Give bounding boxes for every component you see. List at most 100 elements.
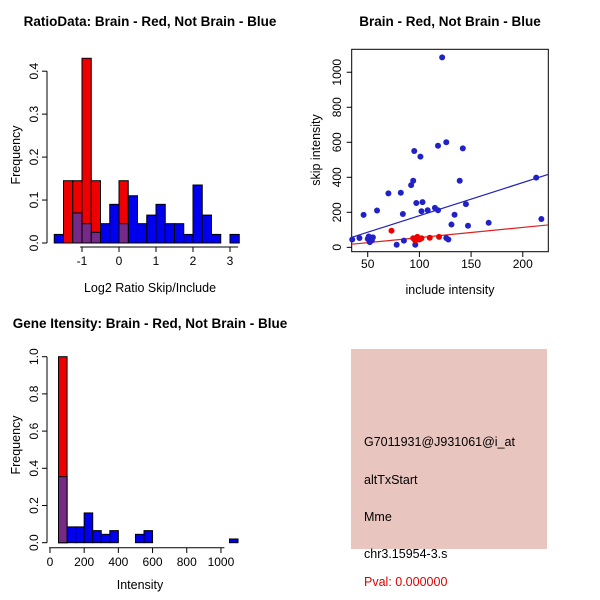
histogram-bar xyxy=(229,233,240,244)
scatter-point xyxy=(413,200,420,207)
x-tick-label: 150 xyxy=(461,257,481,271)
y-tick-label: 1000 xyxy=(330,59,344,86)
scatter-point xyxy=(411,148,418,155)
histogram-bar xyxy=(127,195,138,244)
histogram-bar xyxy=(109,530,119,544)
y-tick-label: 0.4 xyxy=(27,63,41,80)
x-tick-label: 200 xyxy=(74,555,94,569)
scatter-point xyxy=(400,237,407,244)
y-tick-label: 0.0 xyxy=(27,234,41,251)
histogram-bar xyxy=(118,223,129,244)
scatter-title: Brain - Red, Not Brain - Blue xyxy=(359,14,541,29)
scatter-point xyxy=(439,54,446,61)
x-tick-label: 2 xyxy=(190,254,197,268)
gene-histogram-panel: Gene Itensity: Brain - Red, Not Brain - … xyxy=(0,300,300,600)
scatter-point xyxy=(360,211,367,218)
histogram-bar xyxy=(174,223,185,244)
y-tick-label: 600 xyxy=(330,132,344,152)
x-tick-label: 800 xyxy=(177,555,197,569)
scatter-point xyxy=(538,215,545,222)
regression-line xyxy=(352,224,549,245)
event-type: altTxStart xyxy=(364,473,418,487)
x-tick-label: 50 xyxy=(361,257,375,271)
histogram-bar xyxy=(146,214,157,244)
ratio-histogram-canvas: -1 0 1 2 3 0.0 0.1 0.2 0.3 0.4 xyxy=(27,57,240,268)
scatter-point xyxy=(436,233,443,240)
probe-id: G7011931@J931061@i_at xyxy=(364,435,515,449)
x-tick-label: 3 xyxy=(227,254,234,268)
histogram-bar xyxy=(92,530,102,544)
histogram-bar xyxy=(58,476,68,544)
scatter-point xyxy=(459,145,466,152)
histogram-bar xyxy=(211,233,222,244)
scatter-point xyxy=(435,207,442,214)
x-tick-label: 100 xyxy=(409,257,429,271)
scatter-point xyxy=(418,208,425,215)
x-tick-label: 200 xyxy=(513,257,533,271)
histogram-bar xyxy=(63,180,74,244)
scatter-canvas: 50 100 150 200 0 200 400 600 800 1000 xyxy=(330,48,549,271)
histogram-bar xyxy=(137,223,148,244)
histogram-bar xyxy=(143,530,154,544)
y-tick-label: 400 xyxy=(330,167,344,187)
scatter-point xyxy=(464,222,471,229)
scatter-point xyxy=(445,236,452,243)
x-tick-label: -1 xyxy=(77,254,88,268)
scatter-point xyxy=(410,177,417,184)
histogram-bar xyxy=(164,223,175,244)
histogram-bar xyxy=(228,538,239,544)
x-tick-label: 400 xyxy=(108,555,128,569)
scatter-point xyxy=(385,190,392,197)
gene-histogram-xlabel: Intensity xyxy=(116,578,164,592)
scatter-point xyxy=(448,221,455,228)
scatter-point xyxy=(426,234,433,241)
x-tick-label: 1000 xyxy=(208,555,235,569)
histogram-bar xyxy=(72,212,83,244)
histogram-bar xyxy=(90,231,101,244)
gene-info-box: G7011931@J931061@i_at altTxStart Mme chr… xyxy=(351,349,547,589)
scatter-point xyxy=(393,241,400,248)
pval-text: Pval: 0.000000 xyxy=(364,575,448,589)
y-tick-label: 0.2 xyxy=(27,497,41,514)
x-tick-label: 0 xyxy=(116,254,123,268)
scatter-point xyxy=(418,235,425,242)
x-tick-label: 600 xyxy=(143,555,163,569)
plot-box xyxy=(351,48,549,253)
scatter-xlabel: include intensity xyxy=(405,283,495,297)
histogram-bar xyxy=(83,512,94,544)
scatter-point xyxy=(349,236,356,243)
y-tick-label: 0 xyxy=(330,244,344,251)
scatter-point xyxy=(424,207,431,214)
y-tick-label: 800 xyxy=(330,97,344,117)
histogram-bar xyxy=(192,184,203,244)
y-tick-label: 200 xyxy=(330,202,344,222)
histogram-bar xyxy=(155,203,166,244)
histogram-bar xyxy=(183,233,194,244)
genomic-location: chr3.15954-3.s xyxy=(364,547,448,561)
scatter-point xyxy=(388,227,395,234)
x-tick-label: 0 xyxy=(47,555,54,569)
histogram-bar xyxy=(66,526,77,544)
histogram-bar xyxy=(201,214,212,244)
histogram-bar xyxy=(109,203,120,244)
y-tick-label: 0.8 xyxy=(27,385,41,402)
scatter-point xyxy=(397,189,404,196)
gene-histogram-title: Gene Itensity: Brain - Red, Not Brain - … xyxy=(12,316,288,331)
scatter-point xyxy=(374,207,381,214)
scatter-point xyxy=(417,153,424,160)
y-tick-label: 0.3 xyxy=(27,105,41,122)
scatter-point xyxy=(462,201,469,208)
scatter-point xyxy=(533,174,540,181)
gene-name: Mme xyxy=(364,510,392,524)
scatter-point xyxy=(485,219,492,226)
histogram-bar xyxy=(53,233,64,244)
ratio-histogram-xlabel: Log2 Ratio Skip/Include xyxy=(83,281,217,295)
y-tick-label: 1.0 xyxy=(27,348,41,365)
y-tick-label: 0.2 xyxy=(27,148,41,165)
scatter-point xyxy=(435,142,442,149)
y-tick-label: 0.6 xyxy=(27,422,41,439)
info-panel: G7011931@J931061@i_at altTxStart Mme chr… xyxy=(300,300,600,600)
histogram-bar xyxy=(100,533,111,544)
histogram-bar xyxy=(81,223,92,244)
